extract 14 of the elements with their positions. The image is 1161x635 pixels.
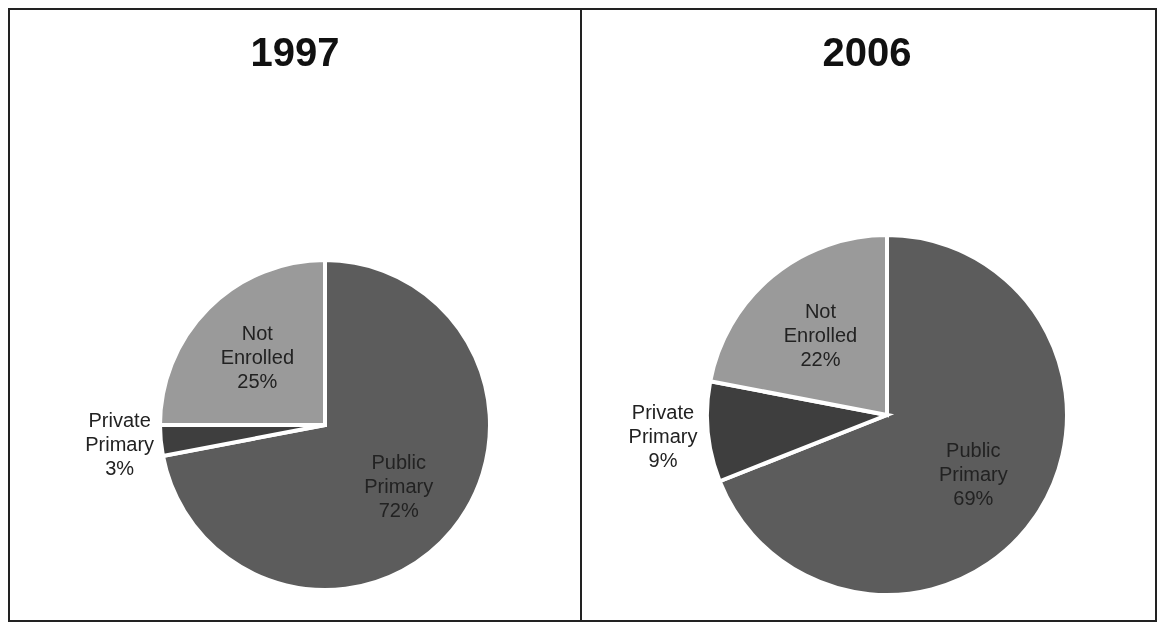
slice-label: Public Primary [938,438,1008,485]
slice-label: Public Primary [364,451,434,497]
slice-label: Private Primary [85,409,155,456]
chart-title: 1997 [249,30,341,75]
chart-title: 2006 [821,30,913,75]
data-label: 3% [105,457,135,480]
slice-label: Not Enrolled [220,322,295,369]
data-label: 72% [378,499,419,521]
data-label: 9% [648,449,678,472]
data-label: 69% [953,486,994,509]
data-label: 25% [237,370,278,393]
slice-label: Private Primary [628,401,698,448]
data-label: 22% [800,347,841,370]
slice-label: Not Enrolled [783,299,858,346]
